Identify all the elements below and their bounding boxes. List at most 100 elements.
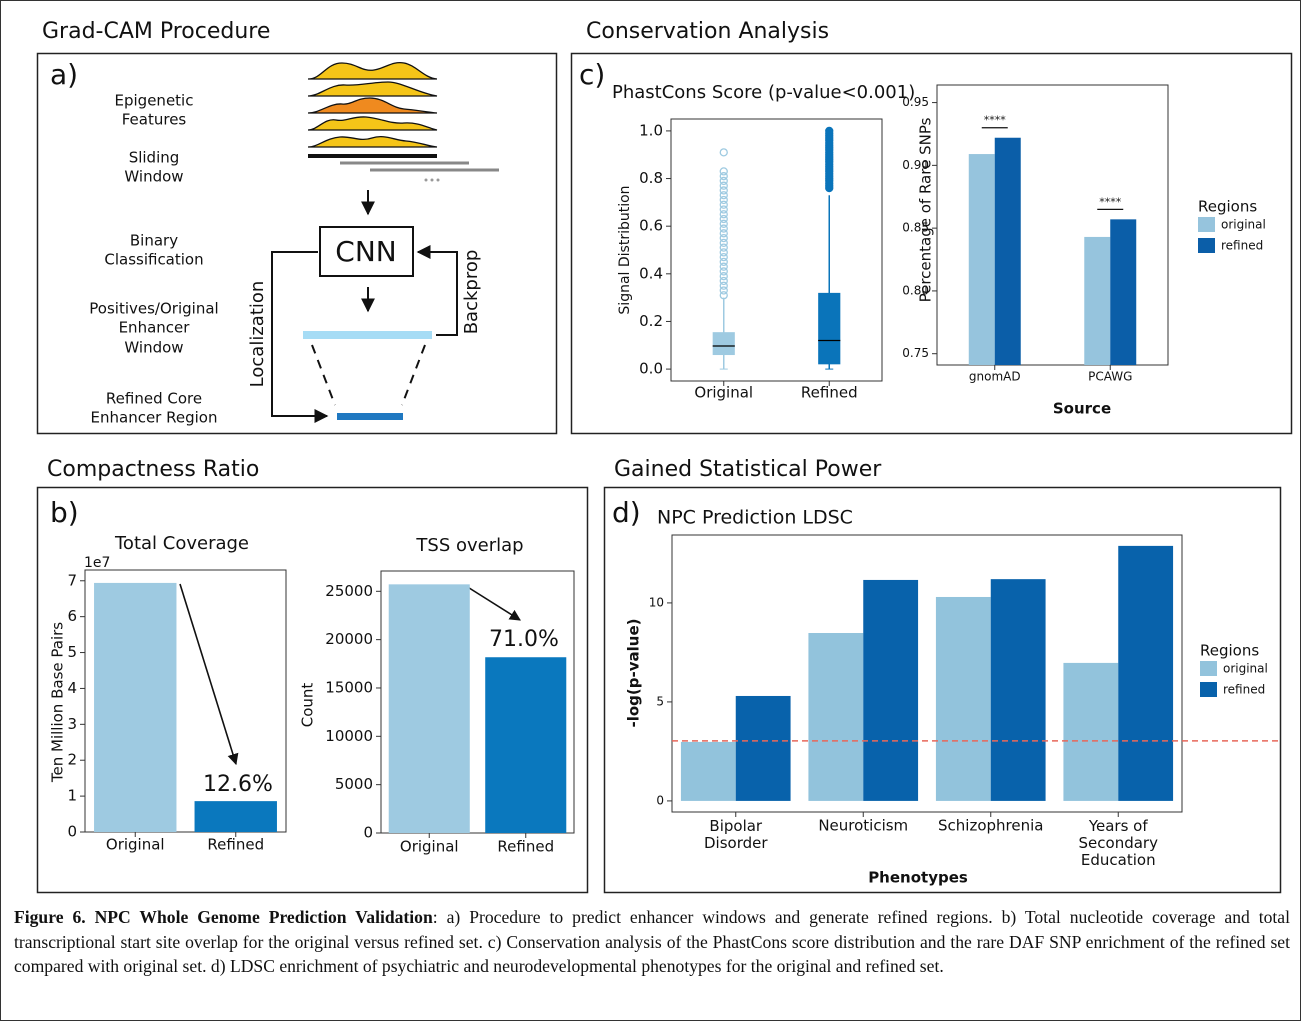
y-tick-label: 20000 bbox=[325, 630, 373, 648]
y-axis-label: -log(p-value) bbox=[625, 619, 643, 728]
y-tick-label: 5000 bbox=[335, 775, 373, 793]
caption-title: Figure 6. NPC Whole Genome Prediction Va… bbox=[14, 907, 433, 927]
y-tick-label: 0 bbox=[656, 793, 664, 807]
annotation: 12.6% bbox=[203, 772, 273, 797]
panel-label: a) bbox=[50, 58, 78, 91]
legend-title: Regions bbox=[1200, 642, 1259, 660]
diagram-label: Epigenetic bbox=[115, 92, 194, 110]
cnn-label: CNN bbox=[335, 235, 396, 268]
bar bbox=[1118, 546, 1173, 801]
y-tick-label: 3 bbox=[67, 715, 77, 733]
legend-swatch bbox=[1200, 661, 1217, 676]
y-tick-label: 0.6 bbox=[639, 217, 663, 235]
arrow bbox=[180, 584, 236, 764]
y-tick-label: 10 bbox=[649, 595, 664, 609]
dashed-line bbox=[402, 345, 425, 405]
chart-title: PhastCons Score (p-value<0.001) bbox=[612, 82, 915, 103]
y-tick-label: 2 bbox=[67, 751, 77, 769]
bar bbox=[681, 742, 736, 801]
significance-label: **** bbox=[1099, 195, 1122, 208]
bar bbox=[94, 583, 176, 832]
bar bbox=[995, 138, 1021, 365]
arrow bbox=[418, 252, 457, 335]
x-tick-label: gnomAD bbox=[969, 370, 1021, 384]
panel-frame bbox=[38, 54, 557, 434]
y-tick-label: 4 bbox=[67, 679, 77, 697]
window-bar-refined bbox=[337, 413, 403, 420]
bar bbox=[485, 657, 566, 833]
backprop-label: Backprop bbox=[461, 250, 482, 335]
y-tick-label: 15000 bbox=[325, 678, 373, 696]
bar bbox=[1110, 219, 1136, 365]
y-tick-label: 0.0 bbox=[639, 360, 663, 378]
annotation: 71.0% bbox=[489, 627, 559, 652]
axis-offset-label: 1e7 bbox=[84, 555, 110, 571]
diagram-label: Window bbox=[124, 339, 183, 357]
bar bbox=[1063, 663, 1118, 801]
bar bbox=[389, 584, 470, 833]
figure: Grad-CAM Procedure Conservation Analysis… bbox=[0, 0, 1302, 1022]
diagram-label: Refined Core bbox=[106, 390, 202, 408]
bar bbox=[808, 633, 863, 801]
chart-title: Total Coverage bbox=[114, 533, 249, 554]
y-tick-label: 0 bbox=[67, 823, 77, 841]
y-tick-label: 0.8 bbox=[639, 169, 663, 187]
y-tick-label: 6 bbox=[67, 607, 77, 625]
outlier bbox=[720, 149, 727, 156]
diagram-label: Binary bbox=[130, 232, 178, 250]
chart-title: NPC Prediction LDSC bbox=[657, 507, 853, 529]
x-axis-label: Phenotypes bbox=[868, 869, 968, 887]
y-axis-label: Signal Distribution bbox=[617, 185, 633, 314]
y-tick-label: 25000 bbox=[325, 582, 373, 600]
x-tick-label: Refined bbox=[497, 838, 554, 856]
diagram-label: Enhancer Region bbox=[91, 409, 218, 427]
bar bbox=[195, 801, 277, 832]
bar bbox=[991, 579, 1046, 801]
box bbox=[713, 332, 735, 355]
x-tick-label: Refined bbox=[801, 384, 858, 402]
ellipsis bbox=[425, 179, 440, 182]
localization-label: Localization bbox=[247, 281, 268, 388]
x-tick-label: Neuroticism bbox=[818, 817, 908, 835]
y-axis-label: Count bbox=[299, 683, 317, 728]
x-tick-label: Original bbox=[106, 836, 165, 854]
y-tick-label: 0.95 bbox=[902, 95, 929, 109]
y-tick-label: 7 bbox=[67, 571, 77, 589]
y-tick-label: 0.4 bbox=[639, 264, 663, 282]
panel-label: c) bbox=[579, 58, 605, 91]
bar bbox=[736, 696, 791, 801]
section-title: Gained Statistical Power bbox=[614, 457, 882, 482]
caption: Figure 6. NPC Whole Genome Prediction Va… bbox=[14, 905, 1290, 979]
section-title: Grad-CAM Procedure bbox=[42, 19, 270, 44]
diagram-label: Window bbox=[124, 168, 183, 186]
feature-tracks bbox=[308, 63, 437, 147]
legend-label: original bbox=[1223, 662, 1268, 676]
bar bbox=[969, 154, 995, 365]
x-tick-label: Original bbox=[694, 384, 753, 402]
bar bbox=[863, 580, 918, 801]
diagram-label: Features bbox=[122, 111, 187, 129]
box bbox=[818, 293, 840, 364]
bar bbox=[936, 597, 991, 801]
window-bar-original bbox=[303, 331, 432, 339]
y-axis-label: Percentage of Rare SNPs bbox=[917, 117, 935, 302]
legend-title: Regions bbox=[1198, 198, 1257, 216]
chart-title: TSS overlap bbox=[415, 535, 523, 556]
x-tick-label: Schizophrenia bbox=[938, 817, 1043, 835]
diagram-label: Sliding bbox=[129, 149, 180, 167]
diagram: Epigenetic Features Sliding Window Binar… bbox=[89, 63, 499, 427]
page: {"sections": { "a": {"title": "Grad-CAM … bbox=[0, 0, 1302, 1022]
x-tick-label: Refined bbox=[207, 836, 264, 854]
legend-label: refined bbox=[1223, 683, 1265, 697]
x-tick-label: Original bbox=[400, 838, 459, 856]
dashed-line bbox=[312, 345, 335, 405]
plot-frame bbox=[671, 119, 882, 381]
legend-label: original bbox=[1221, 218, 1266, 232]
arrow bbox=[466, 586, 520, 620]
y-tick-label: 0.2 bbox=[639, 312, 663, 330]
legend-label: refined bbox=[1221, 239, 1263, 253]
y-tick-label: 0 bbox=[363, 824, 373, 842]
panel-label: d) bbox=[612, 496, 641, 529]
